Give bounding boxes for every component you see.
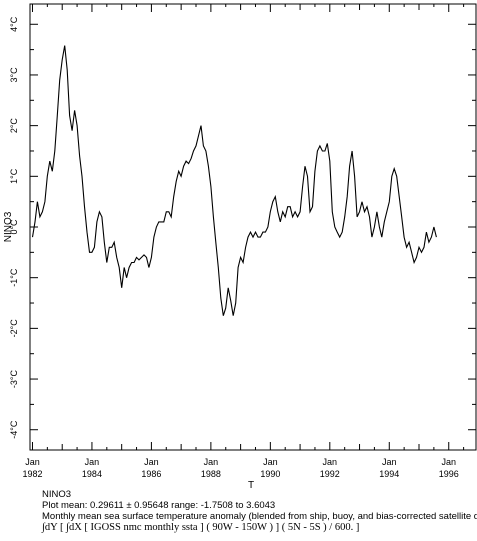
y-tick-label: -1°C — [9, 268, 19, 287]
x-tick-label-month: Jan — [441, 457, 456, 467]
x-tick-label-year: 1994 — [379, 469, 399, 479]
x-tick-label-month: Jan — [144, 457, 159, 467]
y-tick-label: 1°C — [9, 168, 19, 184]
x-tick-label-year: 1986 — [141, 469, 161, 479]
x-tick-label-month: Jan — [204, 457, 219, 467]
x-tick-label-year: 1988 — [201, 469, 221, 479]
caption-description: Monthly mean sea surface temperature ano… — [42, 511, 477, 522]
x-tick-label-year: 1990 — [260, 469, 280, 479]
x-tick-label-year: 1996 — [439, 469, 459, 479]
x-tick-label-month: Jan — [323, 457, 338, 467]
x-axis-label: T — [248, 480, 254, 491]
x-tick-label-month: Jan — [382, 457, 397, 467]
caption-plot-statistics: Plot mean: 0.29611 ± 0.95648 range: -1.7… — [42, 500, 276, 511]
y-tick-label: -4°C — [9, 420, 19, 439]
x-tick-label-year: 1984 — [82, 469, 102, 479]
y-tick-label: 2°C — [9, 118, 19, 134]
y-tick-label: 4°C — [9, 16, 19, 32]
x-tick-label-month: Jan — [25, 457, 40, 467]
y-axis-label: NINO3 — [3, 211, 14, 242]
caption-variable-name: NINO3 — [42, 489, 72, 500]
x-tick-label-year: 1982 — [22, 469, 42, 479]
x-tick-label-year: 1992 — [320, 469, 340, 479]
y-tick-label: -3°C — [9, 369, 19, 388]
y-tick-label: -2°C — [9, 319, 19, 338]
x-tick-label-month: Jan — [85, 457, 100, 467]
y-tick-label: 3°C — [9, 67, 19, 83]
series-line-nino3 — [31, 45, 437, 316]
x-axis: Jan 1982 Jan 1984 Jan 1986 Jan 1988 Jan 1990 Jan 19… — [22, 4, 465, 479]
y-axis: 4°C 3°C 2°C 1°C 0°C -1°C -2°C -3°C -4°C — [9, 16, 476, 439]
caption-expression: ∫dY [ ∫dX [ IGOSS nmc monthly ssta ] ( 9… — [42, 522, 360, 533]
y-tick-label: 0°C — [9, 219, 19, 235]
x-tick-label-month: Jan — [263, 457, 278, 467]
